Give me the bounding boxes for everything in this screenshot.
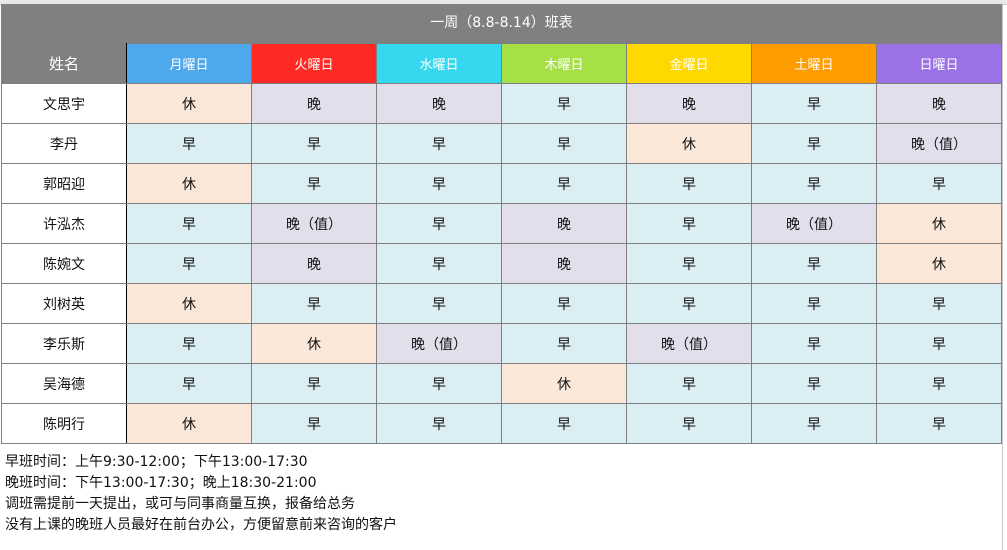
- shift-cell[interactable]: 早: [376, 163, 502, 204]
- shift-cell[interactable]: 早: [751, 243, 877, 284]
- note-line: 晚班时间：下午13:00-17:30；晚上18:30-21:00: [5, 475, 317, 491]
- employee-name[interactable]: 郭昭迎: [1, 163, 127, 204]
- table-row: 吴海德早早早休早早早: [1, 363, 1002, 404]
- shift-cell[interactable]: 早: [876, 163, 1002, 204]
- shift-cell[interactable]: 休: [251, 323, 377, 364]
- shift-cell[interactable]: 休: [126, 283, 252, 324]
- shift-cell[interactable]: 晚: [251, 243, 377, 284]
- day-header[interactable]: 土曜日: [751, 43, 877, 84]
- shift-cell[interactable]: 早: [626, 363, 752, 404]
- shift-cell[interactable]: 早: [501, 163, 627, 204]
- shift-cell[interactable]: 早: [751, 323, 877, 364]
- shift-cell[interactable]: 晚（值）: [751, 203, 877, 244]
- note-line: 没有上课的晚班人员最好在前台办公，方便留意前来咨询的客户: [5, 517, 397, 533]
- shift-cell[interactable]: 早: [376, 283, 502, 324]
- shift-cell[interactable]: 早: [626, 203, 752, 244]
- day-header[interactable]: 日曜日: [876, 43, 1002, 84]
- shift-cell[interactable]: 早: [126, 363, 252, 404]
- shift-cell[interactable]: 早: [751, 163, 877, 204]
- shift-cell[interactable]: 休: [876, 243, 1002, 284]
- shift-cell[interactable]: 早: [251, 403, 377, 444]
- shift-cell[interactable]: 晚: [501, 203, 627, 244]
- day-header[interactable]: 水曜日: [376, 43, 502, 84]
- shift-cell[interactable]: 早: [751, 83, 877, 124]
- shift-cell[interactable]: 早: [126, 123, 252, 164]
- shift-cell[interactable]: 早: [876, 323, 1002, 364]
- day-header[interactable]: 金曜日: [626, 43, 752, 84]
- schedule-table: 姓名 月曜日 火曜日 水曜日 木曜日 金曜日 土曜日 日曜日 文思宇休晚晚早晚早晚李丹早早早…: [1, 43, 1002, 444]
- shift-cell[interactable]: 晚: [876, 83, 1002, 124]
- shift-cell[interactable]: 晚（值）: [626, 323, 752, 364]
- shift-cell[interactable]: 早: [126, 243, 252, 284]
- shift-cell[interactable]: 早: [876, 363, 1002, 404]
- table-row: 许泓杰早晚（值）早晚早晚（值）休: [1, 203, 1002, 244]
- shift-cell[interactable]: 休: [876, 203, 1002, 244]
- shift-cell[interactable]: 早: [501, 83, 627, 124]
- notes: 早班时间：上午9:30-12:00；下午13:00-17:30 晚班时间：下午13…: [5, 452, 397, 536]
- employee-name[interactable]: 文思宇: [1, 83, 127, 124]
- shift-cell[interactable]: 早: [751, 363, 877, 404]
- shift-cell[interactable]: 晚（值）: [876, 123, 1002, 164]
- shift-cell[interactable]: 早: [751, 403, 877, 444]
- shift-cell[interactable]: 早: [626, 163, 752, 204]
- shift-cell[interactable]: 休: [626, 123, 752, 164]
- shift-cell[interactable]: 早: [501, 403, 627, 444]
- shift-cell[interactable]: 早: [501, 323, 627, 364]
- shift-cell[interactable]: 早: [251, 163, 377, 204]
- name-header[interactable]: 姓名: [1, 43, 127, 84]
- shift-cell[interactable]: 早: [251, 123, 377, 164]
- note-line: 调班需提前一天提出，或可与同事商量互换，报备给总务: [5, 496, 355, 512]
- shift-cell[interactable]: 休: [126, 403, 252, 444]
- day-header[interactable]: 木曜日: [501, 43, 627, 84]
- gridline: [1002, 4, 1003, 550]
- shift-cell[interactable]: 早: [126, 323, 252, 364]
- employee-name[interactable]: 李丹: [1, 123, 127, 164]
- shift-cell[interactable]: 早: [376, 403, 502, 444]
- shift-cell[interactable]: 早: [376, 363, 502, 404]
- shift-cell[interactable]: 休: [126, 163, 252, 204]
- shift-cell[interactable]: 早: [876, 403, 1002, 444]
- shift-cell[interactable]: 晚（值）: [251, 203, 377, 244]
- schedule-title: 一周（8.8-8.14）班表: [1, 4, 1002, 43]
- table-row: 文思宇休晚晚早晚早晚: [1, 83, 1002, 124]
- table-row: 李丹早早早早休早晚（值）: [1, 123, 1002, 164]
- shift-cell[interactable]: 早: [251, 283, 377, 324]
- employee-name[interactable]: 李乐斯: [1, 323, 127, 364]
- employee-name[interactable]: 刘树英: [1, 283, 127, 324]
- shift-cell[interactable]: 休: [501, 363, 627, 404]
- shift-cell[interactable]: 早: [251, 363, 377, 404]
- table-row: 李乐斯早休晚（值）早晚（值）早早: [1, 323, 1002, 364]
- employee-name[interactable]: 陈明行: [1, 403, 127, 444]
- table-row: 刘树英休早早早早早早: [1, 283, 1002, 324]
- table-row: 陈明行休早早早早早早: [1, 403, 1002, 444]
- day-header[interactable]: 月曜日: [126, 43, 252, 84]
- shift-cell[interactable]: 晚: [251, 83, 377, 124]
- shift-cell[interactable]: 早: [626, 283, 752, 324]
- shift-cell[interactable]: 早: [376, 203, 502, 244]
- shift-cell[interactable]: 早: [751, 123, 877, 164]
- employee-name[interactable]: 陈婉文: [1, 243, 127, 284]
- shift-cell[interactable]: 早: [751, 283, 877, 324]
- shift-cell[interactable]: 晚: [376, 83, 502, 124]
- shift-cell[interactable]: 早: [626, 243, 752, 284]
- shift-cell[interactable]: 早: [376, 123, 502, 164]
- table-row: 郭昭迎休早早早早早早: [1, 163, 1002, 204]
- employee-name[interactable]: 吴海德: [1, 363, 127, 404]
- shift-cell[interactable]: 早: [501, 283, 627, 324]
- table-row: 陈婉文早晚早晚早早休: [1, 243, 1002, 284]
- header-row: 姓名 月曜日 火曜日 水曜日 木曜日 金曜日 土曜日 日曜日: [1, 43, 1002, 84]
- shift-cell[interactable]: 晚: [626, 83, 752, 124]
- day-header[interactable]: 火曜日: [251, 43, 377, 84]
- shift-cell[interactable]: 早: [501, 123, 627, 164]
- shift-cell[interactable]: 晚（值）: [376, 323, 502, 364]
- shift-cell[interactable]: 早: [376, 243, 502, 284]
- shift-cell[interactable]: 晚: [501, 243, 627, 284]
- note-line: 早班时间：上午9:30-12:00；下午13:00-17:30: [5, 454, 308, 470]
- shift-cell[interactable]: 早: [876, 283, 1002, 324]
- shift-cell[interactable]: 早: [626, 403, 752, 444]
- shift-cell[interactable]: 早: [126, 203, 252, 244]
- employee-name[interactable]: 许泓杰: [1, 203, 127, 244]
- shift-cell[interactable]: 休: [126, 83, 252, 124]
